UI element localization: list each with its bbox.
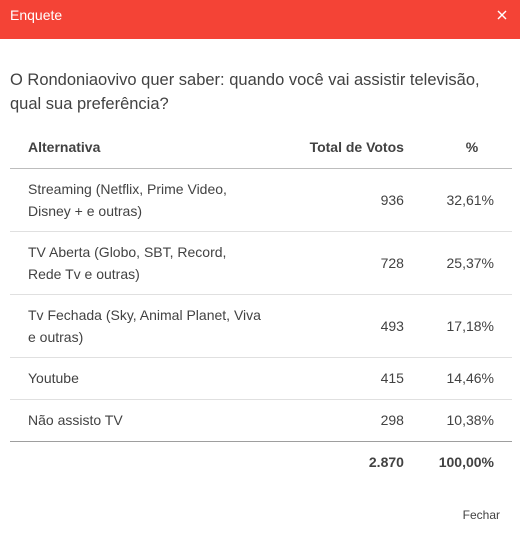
- table-row: TV Aberta (Globo, SBT, Record, Rede Tv e…: [10, 231, 512, 295]
- row-percent: 25,37%: [411, 231, 512, 295]
- close-button[interactable]: [493, 6, 511, 24]
- row-votes: 936: [280, 168, 412, 232]
- table-row: Streaming (Netflix, Prime Video, Disney …: [10, 168, 512, 232]
- row-alternative: Streaming (Netflix, Prime Video, Disney …: [10, 168, 280, 232]
- row-alternative: TV Aberta (Globo, SBT, Record, Rede Tv e…: [10, 231, 280, 295]
- row-percent: 17,18%: [411, 294, 512, 358]
- fechar-button[interactable]: Fechar: [462, 508, 500, 522]
- row-votes: 493: [280, 294, 412, 358]
- modal-title: Enquete: [10, 6, 63, 23]
- total-label: [10, 441, 280, 483]
- results-table: Alternativa Total de Votos % Streaming (…: [10, 126, 512, 483]
- row-alternative: Não assisto TV: [10, 399, 280, 442]
- row-percent: 32,61%: [411, 168, 512, 232]
- row-votes: 415: [280, 357, 412, 400]
- column-header-votes: Total de Votos: [280, 126, 412, 169]
- row-votes: 298: [280, 399, 412, 442]
- column-header-percent: %: [411, 126, 512, 169]
- total-percent: 100,00%: [438, 454, 494, 471]
- table-row: Não assisto TV 298 10,38%: [10, 399, 512, 442]
- row-percent: 10,38%: [411, 399, 512, 442]
- total-votes: 2.870: [368, 454, 404, 471]
- row-percent: 14,46%: [411, 357, 512, 400]
- row-alternative: Youtube: [10, 357, 280, 400]
- table-row: Tv Fechada (Sky, Animal Planet, Viva e o…: [10, 294, 512, 358]
- modal-header: Enquete: [0, 0, 520, 39]
- row-votes: 728: [280, 231, 412, 295]
- table-row: Youtube 415 14,46%: [10, 357, 512, 400]
- column-header-alternative: Alternativa: [10, 126, 280, 169]
- close-icon: [497, 10, 507, 19]
- table-header-row: Alternativa Total de Votos %: [10, 126, 512, 169]
- row-alternative: Tv Fechada (Sky, Animal Planet, Viva e o…: [10, 294, 280, 358]
- total-row: 2.870 100,00%: [10, 441, 512, 483]
- poll-question: O Rondoniaovivo quer saber: quando você …: [10, 71, 480, 113]
